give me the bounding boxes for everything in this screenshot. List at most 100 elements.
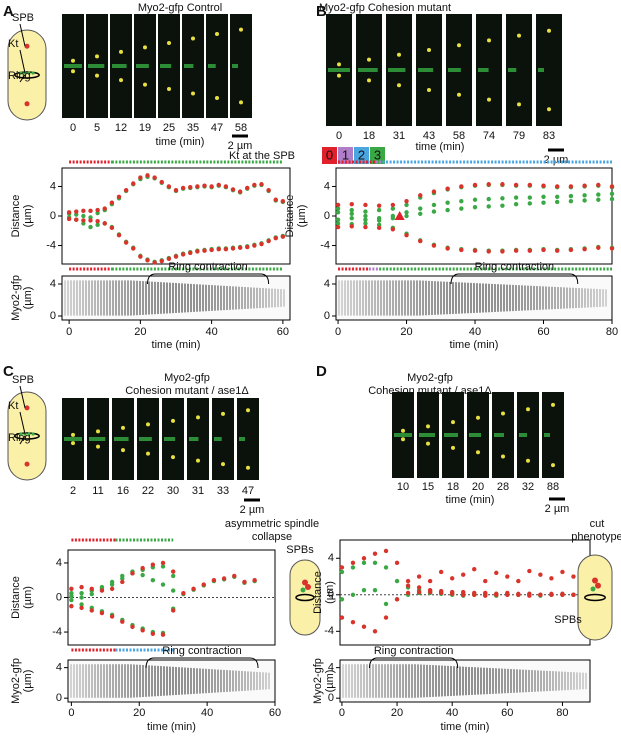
data-point [505,592,510,597]
spb-signal [95,54,99,59]
y-axis-label: Distance [284,195,296,238]
scale-bar-label: 2 µm [544,154,569,166]
data-point [99,588,105,593]
data-point [361,588,367,593]
spb-signal [526,407,530,412]
spb-signal [71,69,75,74]
plot-annotation: cut [590,518,605,530]
x-tick-label: 20 [400,326,412,338]
data-point [555,184,560,189]
y-tick-label: 0 [56,692,62,704]
spb-signal [427,88,431,92]
y-tick-label: 0 [328,692,334,704]
data-point [376,225,382,231]
data-point [180,252,186,257]
spb-signal [501,454,505,459]
data-point [79,605,84,611]
x-tick-label: 0 [339,707,345,719]
data-point [335,217,341,222]
data-point [69,603,74,609]
y-axis-label: (µm) [22,287,34,310]
data-point [99,610,105,616]
spb-signal [96,429,100,434]
data-point [335,221,341,226]
data-point [449,576,455,581]
state-label: 3 [374,147,381,162]
data-point [596,192,601,197]
y-axis-label: Distance [10,195,22,238]
data-point [431,243,437,248]
spb-signal [167,40,171,45]
kt-legend-label: Kt at the SPB [229,150,295,162]
frame-time: 33 [217,485,229,497]
data-point [383,565,389,570]
data-point [150,631,156,636]
data-point [513,182,519,188]
data-point [390,206,396,211]
data-point [273,235,278,241]
ring-signal [208,64,216,68]
data-point [582,247,587,252]
y-axis-label: (µm) [22,586,34,609]
frame-time: 0 [336,130,342,142]
data-point [541,194,546,199]
data-point [131,246,136,251]
data-point [500,182,505,187]
data-point [494,592,499,597]
plot-annotation: collapse [252,531,292,543]
data-point [383,548,389,554]
spb-dot [592,577,598,584]
frame-time: 12 [115,122,127,134]
data-point [166,184,172,189]
state-label: 2 [358,147,365,162]
data-point [445,200,450,205]
data-point [81,218,86,223]
data-point [74,209,79,214]
data-point [459,184,464,189]
kt-dot [19,432,23,436]
data-point [130,571,135,576]
data-point [486,182,491,187]
frame-time: 5 [94,122,100,134]
panel-label: D [316,363,327,380]
data-point [404,202,409,208]
x-tick-label: 40 [469,326,481,338]
data-point [109,579,115,585]
y-tick-label: 0 [50,310,56,322]
spb-signal [551,402,555,407]
data-point [102,206,107,211]
ring-signal [184,64,194,68]
spb-signal [121,448,125,453]
data-point [394,560,400,566]
ring-signal [88,64,105,68]
data-point [560,592,565,597]
ring-signal [444,433,458,437]
ring-signal [189,437,199,441]
data-point [170,608,176,613]
data-point [138,254,143,259]
y-axis-label: (µm) [22,670,34,693]
data-point [472,592,477,597]
frame-time: 88 [547,481,559,493]
data-point [95,218,100,224]
plot-annotation: phenotype [571,531,621,543]
cell-outline [289,559,321,636]
data-point [252,243,257,248]
data-point [170,573,176,579]
data-point [405,578,411,584]
ring-signal [544,433,550,437]
data-point [560,569,565,575]
data-point [549,576,554,581]
data-point [160,564,166,569]
x-tick-label: 0 [66,326,72,338]
pointer [19,74,26,83]
data-point [88,218,93,223]
frame-time: 58 [453,130,465,142]
pointer [19,385,26,408]
data-point [363,209,368,214]
spb-label: SPBs [286,544,314,556]
data-point [431,189,437,194]
data-point [150,562,156,567]
y-tick-label: 4 [324,180,330,192]
spb-signal [119,78,123,83]
